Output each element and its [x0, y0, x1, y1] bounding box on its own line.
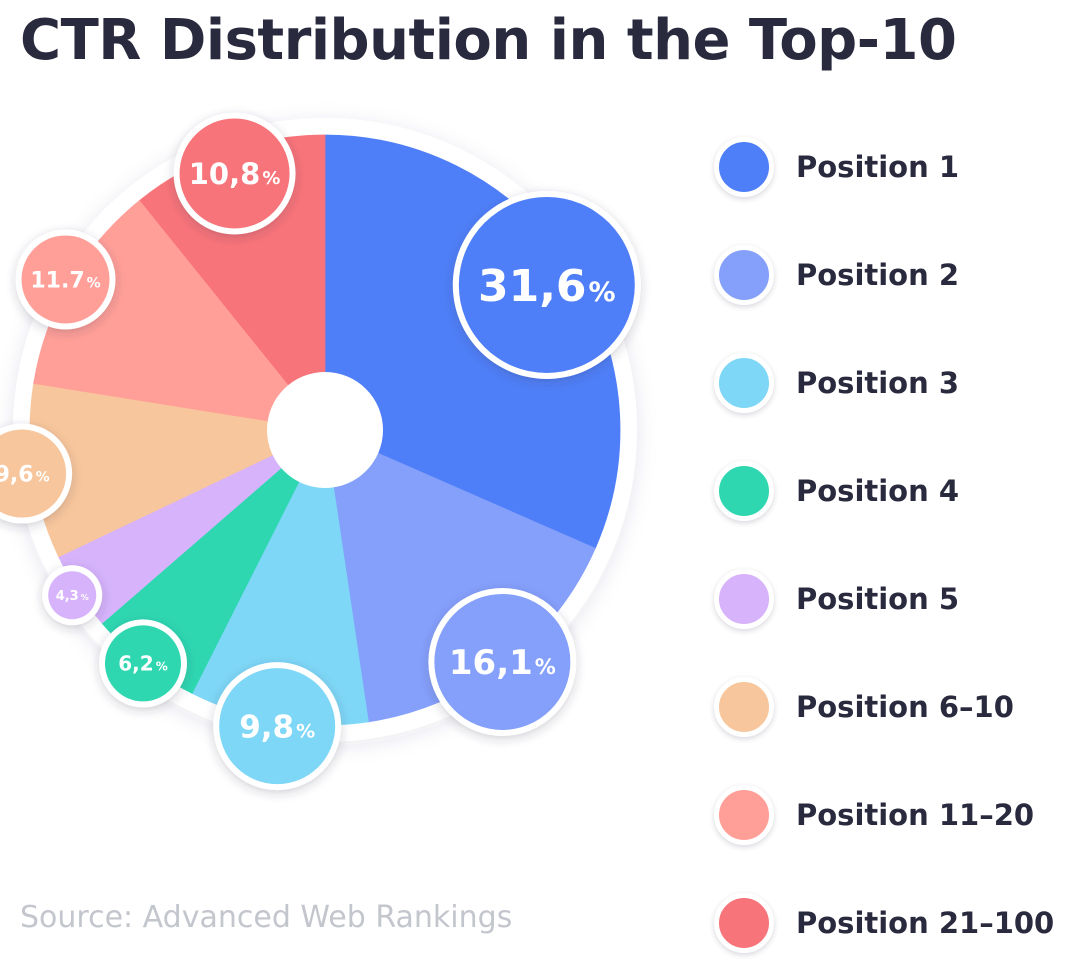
slice-value-label-position-21-100: 10,8%	[173, 112, 296, 235]
legend-item-position-2: Position 2	[714, 245, 1074, 305]
value-bubble	[458, 196, 635, 373]
pie-center-hole	[267, 372, 383, 488]
legend-item-position-6-10: Position 6–10	[714, 677, 1074, 737]
value-bubble	[0, 429, 67, 518]
legend-item-position-1: Position 1	[714, 137, 1074, 197]
value-bubble	[219, 668, 336, 785]
slice-value-label-position-6-10: 9,6%	[0, 423, 73, 524]
slice-value-label-position-11-20: 11.7%	[15, 229, 116, 330]
legend-item-position-21-100: Position 21–100	[714, 893, 1074, 953]
legend-item-position-4: Position 4	[714, 461, 1074, 521]
slice-value-text: 4,3%	[56, 589, 89, 604]
pie-chart: 31,6% 16,1% 9,8 % 6,2 % 4,3 % 9,6 % 11.7 % 10,8%	[0, 112, 641, 791]
legend-label: Position 21–100	[796, 906, 1055, 940]
slice-value-labels: 31,6% 16,1% 9,8 % 6,2 % 4,3 % 9,6 % 11.7 % 10,8%	[0, 112, 641, 791]
legend-label: Position 11–20	[796, 798, 1035, 832]
slice-value-text: 9,8%	[239, 709, 315, 745]
slice-value-label-position-5: 4,3%	[42, 565, 103, 626]
legend-swatch	[714, 893, 774, 953]
slice-value-text: 9,6%	[0, 462, 50, 487]
slice-value-label-position-4: 6,2%	[99, 619, 188, 708]
legend-label: Position 1	[796, 150, 960, 184]
slice-value-label-position-3: 9,8%	[213, 662, 342, 791]
slice-value-text: 6,2%	[118, 652, 167, 676]
legend-swatch	[714, 137, 774, 197]
legend-label: Position 2	[796, 258, 960, 292]
slice-value-label-position-1: 31,6%	[452, 190, 641, 379]
slice-value-label-position-2: 16,1%	[428, 587, 577, 736]
legend-item-position-5: Position 5	[714, 569, 1074, 629]
legend-label: Position 6–10	[796, 690, 1014, 724]
legend-label: Position 4	[796, 474, 960, 508]
center-hole	[267, 372, 383, 488]
legend-swatch	[714, 461, 774, 521]
legend-swatch	[714, 353, 774, 413]
slice-value-text: 16,1%	[449, 643, 556, 683]
legend-label: Position 5	[796, 582, 960, 616]
source-note: Source: Advanced Web Rankings	[20, 900, 513, 935]
chart-title: CTR Distribution in the Top-10	[20, 8, 957, 73]
legend-label: Position 3	[796, 366, 960, 400]
legend-swatch	[714, 569, 774, 629]
slice-value-text: 10,8%	[189, 157, 281, 191]
value-bubble	[179, 118, 290, 229]
legend-swatch	[714, 245, 774, 305]
legend-item-position-11-20: Position 11–20	[714, 785, 1074, 845]
legend-swatch	[714, 677, 774, 737]
value-bubble	[434, 593, 571, 730]
slice-value-text: 31,6%	[478, 261, 616, 312]
value-bubble	[21, 235, 110, 324]
value-bubble	[48, 571, 97, 620]
value-bubble	[105, 625, 182, 702]
legend-swatch	[714, 785, 774, 845]
slice-value-text: 11.7%	[30, 268, 100, 293]
legend-item-position-3: Position 3	[714, 353, 1074, 413]
